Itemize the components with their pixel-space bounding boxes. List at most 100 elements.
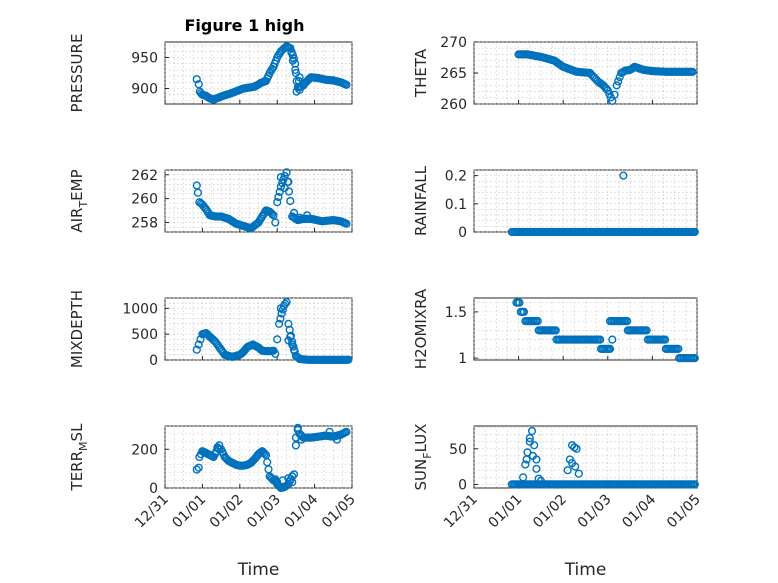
data-point (192, 345, 201, 354)
data-point (280, 183, 289, 193)
data-point (289, 470, 299, 479)
y-tick-label: 260 (440, 97, 467, 113)
data-point (521, 460, 530, 469)
data-point (528, 451, 538, 461)
subplot-grid: 900 950 PRESSURE Figure 1 high 260 265 270 THET… (68, 16, 704, 580)
data-point (259, 448, 268, 457)
data-point (571, 462, 580, 471)
data-point (271, 349, 280, 358)
data-point (690, 480, 699, 489)
x-tick-label: 01/04 (282, 491, 322, 531)
data-point (260, 449, 269, 458)
data-point (289, 208, 299, 218)
data-point (192, 465, 201, 474)
y-axis-label: RAINFALL (412, 165, 430, 236)
data-point (275, 187, 284, 197)
data-point (288, 478, 297, 487)
data-series (507, 426, 699, 489)
data-point (344, 355, 353, 364)
data-point (614, 77, 623, 86)
data-point (282, 168, 291, 177)
data-point (289, 345, 299, 354)
data-point (518, 473, 528, 482)
data-point (690, 227, 699, 237)
data-point (297, 435, 306, 444)
data-point (525, 434, 534, 443)
y-tick-label: 262 (131, 168, 158, 184)
data-point (213, 443, 222, 452)
data-series (192, 298, 353, 365)
data-point (533, 317, 542, 326)
y-tick-label: 0 (149, 353, 158, 369)
data-point (287, 48, 296, 57)
data-point (266, 208, 276, 218)
data-series (512, 298, 699, 363)
figure-title: Figure 1 high (185, 16, 305, 35)
data-point (563, 466, 572, 475)
data-point (286, 196, 295, 206)
y-tick-label: 265 (440, 66, 467, 82)
subplot-sun-flux: 0 50 12/31 01/01 01/02 01/03 01/04 01/05 SUNFLUX… (412, 424, 704, 580)
y-tick-label: 0 (458, 477, 467, 493)
data-series (507, 171, 699, 237)
data-point (276, 304, 286, 313)
data-point (688, 67, 697, 76)
data-point (303, 211, 312, 220)
data-point (286, 44, 295, 53)
data-point (536, 476, 546, 486)
data-point (332, 435, 342, 444)
x-tick-label: 01/02 (530, 492, 570, 532)
data-point (273, 335, 282, 344)
data-point (532, 464, 541, 473)
x-tick-label: 12/31 (441, 492, 481, 532)
data-point (268, 210, 277, 219)
data-point (619, 171, 628, 180)
data-point (572, 444, 581, 453)
data-point (269, 211, 278, 220)
data-point (291, 59, 300, 68)
data-point (288, 340, 297, 349)
data-point (276, 182, 286, 191)
y-tick-label: 50 (449, 442, 467, 458)
subplot-h2omixra: 1 1.5 H2OMIXRA (412, 288, 699, 369)
y-tick-label: 0 (458, 225, 467, 241)
data-series (192, 423, 351, 493)
data-point (271, 218, 280, 227)
y-axis-label: PRESSURE (68, 34, 86, 113)
y-tick-label: 258 (131, 215, 158, 231)
subplot-pressure: 900 950 PRESSURE Figure 1 high (68, 16, 353, 113)
data-point (276, 314, 285, 323)
data-point (295, 213, 304, 222)
data-point (530, 441, 539, 450)
data-point (284, 177, 293, 187)
axes-box (164, 41, 353, 105)
subplot-air-temp: 258 260 262 AIRTEMP (68, 168, 353, 233)
x-tick-label: 12/31 (132, 492, 172, 532)
data-point (274, 192, 283, 202)
data-point (608, 335, 617, 344)
data-point (194, 463, 203, 472)
x-tick-label: 01/01 (486, 492, 526, 532)
x-tick-label: 01/04 (619, 491, 659, 531)
y-tick-label: 0.1 (445, 197, 467, 213)
y-tick-label: 500 (131, 327, 158, 343)
data-point (193, 188, 203, 197)
y-tick-label: 900 (131, 82, 158, 98)
data-point (288, 337, 297, 347)
data-point (519, 307, 529, 317)
data-point (596, 335, 605, 344)
y-axis-label: AIRTEMP (68, 169, 90, 232)
x-tick-label: 01/01 (169, 492, 209, 532)
data-point (273, 480, 282, 489)
axes-box (473, 297, 698, 361)
data-point (574, 469, 583, 478)
data-point (293, 423, 302, 433)
y-tick-label: 1000 (122, 301, 158, 317)
data-point (623, 317, 632, 326)
axes-box (473, 425, 698, 489)
y-tick-label: 1 (458, 351, 467, 367)
data-point (522, 455, 531, 464)
data-point (610, 90, 619, 99)
